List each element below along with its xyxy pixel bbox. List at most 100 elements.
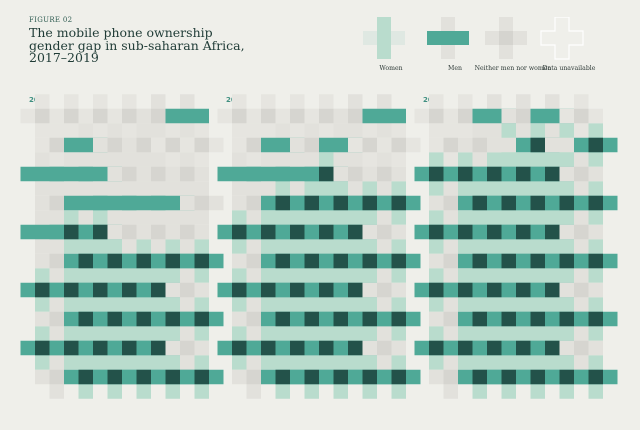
glyph-center-neither — [574, 282, 589, 298]
glyph-center-both — [391, 195, 406, 211]
glyph-center-both — [362, 369, 377, 385]
glyph-center-neither — [165, 137, 180, 153]
glyph-center-both — [122, 282, 137, 298]
glyph-center-neither — [93, 108, 108, 124]
glyph-center-both — [165, 253, 180, 269]
glyph-center-neither — [574, 166, 589, 182]
glyph-center-neither — [151, 224, 166, 240]
legend-symbol-men — [427, 17, 469, 59]
glyph-center-both — [275, 369, 290, 385]
glyph-center-both — [35, 282, 50, 298]
glyph-center-both — [107, 369, 122, 385]
glyph-center-both — [333, 253, 348, 269]
glyph-center-both — [275, 311, 290, 327]
legend-item-women: Women — [361, 17, 421, 87]
glyph-center-both — [559, 195, 574, 211]
glyph-center-neither — [574, 224, 589, 240]
glyph-center-both — [261, 224, 276, 240]
glyph-center-both — [136, 369, 151, 385]
glyph-center-neither — [64, 108, 79, 124]
glyph-center-neither — [443, 253, 458, 269]
glyph-center-neither — [377, 282, 392, 298]
legend-item-neither: Neither men nor women — [475, 17, 551, 87]
glyph-center-both — [458, 340, 473, 356]
glyph-center-both — [64, 224, 79, 240]
glyph-center-both — [516, 224, 531, 240]
glyph-center-both — [348, 282, 363, 298]
glyph-center-both — [472, 311, 487, 327]
glyph-center-both — [64, 340, 79, 356]
glyph-center-both — [501, 253, 516, 269]
glyph-center-both — [348, 340, 363, 356]
glyph-center-both — [290, 340, 305, 356]
legend-label-neither: Neither men nor women — [474, 65, 552, 72]
glyph-center-both — [391, 369, 406, 385]
glyph-center-neither — [319, 108, 334, 124]
glyph-center-both — [232, 282, 247, 298]
glyph-center-both — [458, 224, 473, 240]
glyph-center-neither — [516, 108, 531, 124]
page-title: The mobile phone ownership gender gap in… — [29, 25, 245, 65]
grid-panel-2019 — [414, 94, 618, 399]
glyph-center-neither — [49, 369, 64, 385]
glyph-horizontal-men — [362, 108, 406, 124]
glyph-center-both — [545, 282, 560, 298]
glyph-center-both — [333, 195, 348, 211]
glyph-center-neither — [122, 108, 137, 124]
glyph-center-neither — [377, 166, 392, 182]
glyph-center-both — [93, 224, 108, 240]
glyph-center-both — [165, 311, 180, 327]
glyph-center-both — [93, 282, 108, 298]
glyph-center-both — [530, 137, 545, 153]
glyph-center-both — [78, 311, 93, 327]
glyph-center-both — [472, 195, 487, 211]
glyph-center-both — [545, 166, 560, 182]
overlap-centers — [232, 108, 406, 385]
glyph-center-neither — [49, 195, 64, 211]
glyph-center-both — [588, 195, 603, 211]
glyph-center-both — [122, 340, 137, 356]
glyph-center-both — [472, 369, 487, 385]
glyph-center-neither — [391, 137, 406, 153]
glyph-center-both — [516, 340, 531, 356]
glyph-center-neither — [362, 137, 377, 153]
glyph-center-both — [501, 311, 516, 327]
glyph-center-both — [429, 166, 444, 182]
glyph-center-both — [194, 311, 209, 327]
glyph-center-neither — [246, 369, 261, 385]
glyph-center-both — [232, 224, 247, 240]
grid-panel-2018 — [217, 94, 421, 399]
glyph-center-both — [530, 369, 545, 385]
glyph-center-both — [194, 253, 209, 269]
glyph-center-neither — [180, 224, 195, 240]
glyph-center-neither — [377, 340, 392, 356]
glyph-center-both — [458, 282, 473, 298]
glyph-center-both — [501, 195, 516, 211]
glyph-center-both — [559, 311, 574, 327]
glyph-center-both — [458, 166, 473, 182]
glyph-center-both — [78, 369, 93, 385]
glyph-center-both — [545, 224, 560, 240]
glyph-center-both — [304, 195, 319, 211]
glyph-center-both — [151, 282, 166, 298]
glyph-center-both — [93, 340, 108, 356]
legend-label-women: Women — [379, 65, 403, 72]
glyph-center-both — [501, 369, 516, 385]
glyph-center-neither — [151, 108, 166, 124]
glyph-center-neither — [246, 195, 261, 211]
glyph-center-neither — [443, 137, 458, 153]
legend-item-men: Men — [425, 17, 485, 87]
glyph-center-neither — [49, 253, 64, 269]
glyph-center-both — [559, 253, 574, 269]
glyph-center-both — [290, 282, 305, 298]
glyph-center-neither — [194, 137, 209, 153]
legend-symbol-neither — [485, 17, 527, 59]
glyph-center-both — [275, 253, 290, 269]
glyph-center-neither — [246, 311, 261, 327]
legend-symbol-women — [363, 17, 405, 59]
glyph-center-both — [588, 311, 603, 327]
glyph-center-neither — [136, 137, 151, 153]
glyph-center-neither — [246, 253, 261, 269]
legend-symbol-unavailable — [540, 17, 584, 60]
glyph-center-both — [530, 311, 545, 327]
